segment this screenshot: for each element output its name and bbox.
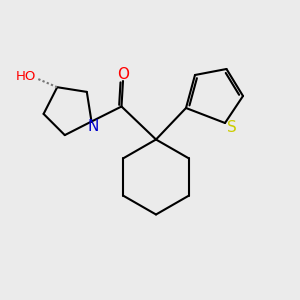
Text: HO: HO <box>16 70 36 83</box>
Text: S: S <box>227 120 236 135</box>
Text: O: O <box>117 67 129 82</box>
Text: N: N <box>87 119 99 134</box>
